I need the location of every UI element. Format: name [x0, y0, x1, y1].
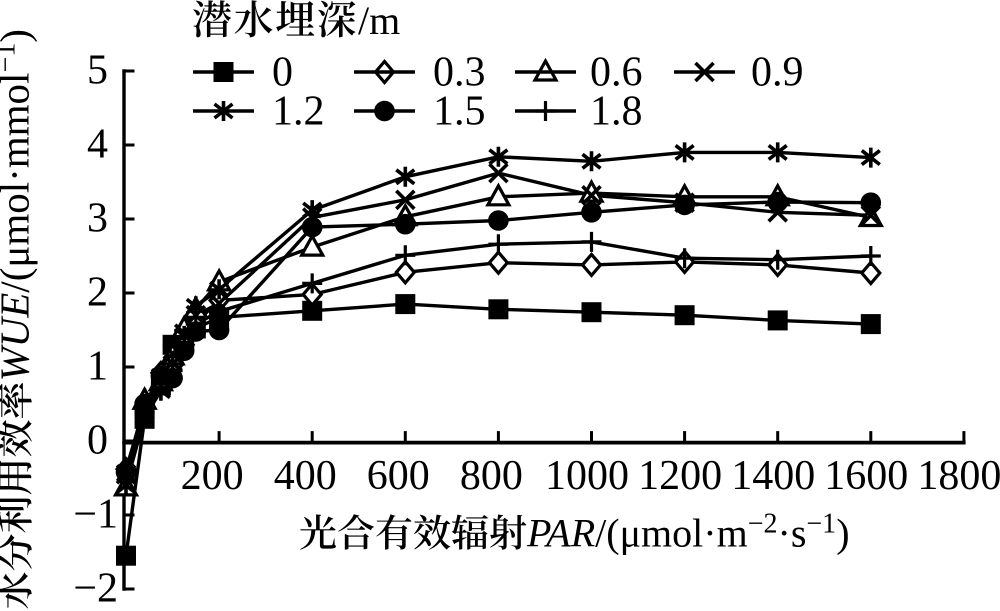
svg-text:200: 200	[181, 453, 244, 499]
svg-text:0.9: 0.9	[751, 50, 804, 96]
svg-text:4: 4	[87, 122, 108, 168]
svg-text:1.8: 1.8	[590, 89, 643, 135]
svg-text:1000: 1000	[545, 453, 629, 499]
svg-text:800: 800	[460, 453, 523, 499]
svg-text:1600: 1600	[824, 453, 908, 499]
svg-text:0.3: 0.3	[433, 50, 486, 96]
svg-text:2: 2	[87, 270, 108, 316]
svg-text:−2: −2	[73, 566, 118, 611]
svg-text:600: 600	[367, 453, 430, 499]
svg-text:0.6: 0.6	[590, 50, 643, 96]
svg-text:1400: 1400	[731, 453, 815, 499]
svg-text:1800: 1800	[917, 453, 1000, 499]
svg-text:/m: /m	[358, 0, 400, 43]
svg-text:1: 1	[87, 344, 108, 390]
svg-text:0: 0	[272, 50, 293, 96]
svg-text:0: 0	[87, 418, 108, 464]
svg-text:1.5: 1.5	[433, 89, 486, 135]
svg-text:3: 3	[87, 196, 108, 242]
svg-text:1.2: 1.2	[272, 89, 325, 135]
svg-text:PAR/(μmol·m−2·s−1): PAR/(μmol·m−2·s−1)	[526, 509, 850, 556]
svg-text:400: 400	[274, 453, 337, 499]
svg-text:1200: 1200	[638, 453, 722, 499]
svg-text:WUE/(μmol·mmol−1): WUE/(μmol·mmol−1)	[0, 29, 38, 381]
svg-text:−1: −1	[73, 492, 118, 538]
svg-text:5: 5	[87, 48, 108, 94]
